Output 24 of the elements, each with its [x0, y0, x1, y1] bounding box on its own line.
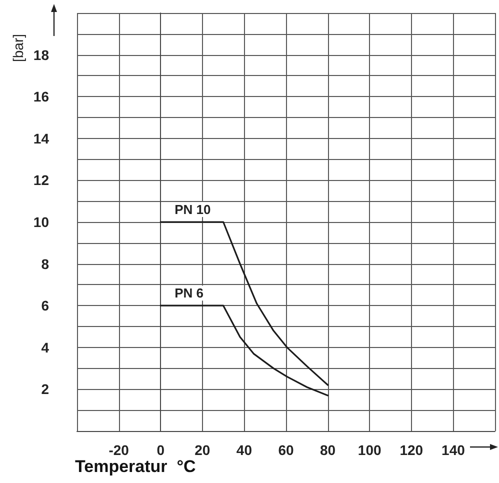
y-tick-label: 6: [41, 298, 50, 314]
x-tick-label: 120: [400, 442, 424, 458]
x-tick-label: 40: [236, 442, 252, 458]
x-tick-label: 140: [442, 442, 466, 458]
x-tick-label: 80: [320, 442, 336, 458]
x-tick-label: 60: [278, 442, 294, 458]
y-tick-label: 18: [33, 46, 50, 63]
y-tick-label: 16: [33, 88, 50, 105]
y-tick-label: 10: [33, 214, 50, 230]
x-axis-title: Temperatur °C: [75, 457, 196, 476]
line-series: [160, 304, 329, 396]
y-axis-title: [bar]: [10, 34, 26, 62]
x-tick-label: -20: [108, 442, 130, 458]
series-label: PN 6: [174, 286, 204, 301]
y-tick-label: 2: [41, 381, 50, 398]
y-tick-label: 14: [33, 130, 50, 146]
y-tick-label: 4: [41, 339, 50, 356]
line-series: [160, 221, 329, 386]
x-tick-label: 0: [156, 442, 165, 458]
x-tick-label: 100: [358, 442, 382, 458]
x-tick-label: 20: [194, 442, 210, 458]
series-label: PN 10: [174, 202, 211, 217]
y-tick-label: 8: [41, 256, 50, 272]
y-tick-label: 12: [33, 172, 50, 188]
